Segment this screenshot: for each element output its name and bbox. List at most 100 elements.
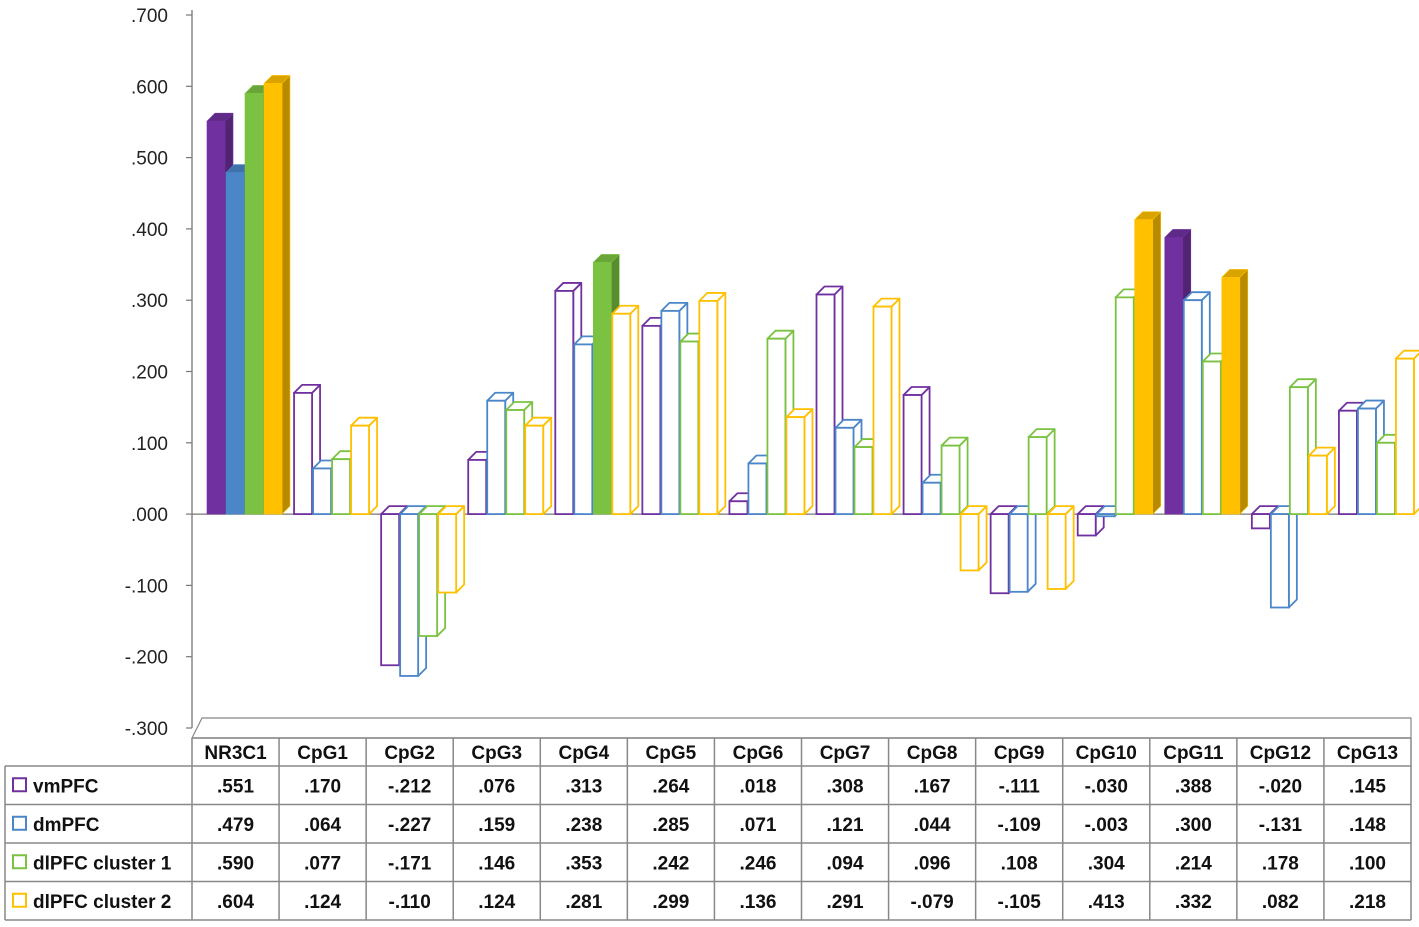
- bar-front: [872, 305, 893, 516]
- data-label: .413: [1088, 892, 1125, 913]
- bar-front: [486, 399, 507, 515]
- legend-label: dlPFC cluster 2: [33, 892, 171, 913]
- bar-front: [1201, 360, 1222, 516]
- bar-front: [747, 462, 768, 515]
- category-label: CpG4: [558, 743, 609, 764]
- bar-front: [1008, 513, 1029, 593]
- category-label: CpG8: [907, 743, 958, 764]
- y-tick-label: .500: [131, 149, 168, 170]
- data-label: -.079: [910, 892, 953, 913]
- bar-front: [1376, 441, 1396, 515]
- bar: [350, 416, 378, 515]
- bar-front: [853, 446, 874, 516]
- category-label: CpG12: [1250, 743, 1311, 764]
- data-label: -.212: [388, 776, 431, 797]
- y-tick-label: -.100: [125, 576, 168, 597]
- legend-swatch: [12, 854, 27, 870]
- bar-front: [293, 391, 313, 516]
- data-label: .077: [304, 853, 341, 874]
- data-label: .285: [652, 815, 689, 836]
- y-tick-label: .400: [131, 220, 168, 241]
- bar: [263, 75, 291, 515]
- bar-front: [611, 312, 632, 516]
- bar: [524, 416, 553, 515]
- bar-front: [679, 340, 700, 515]
- data-label: .094: [827, 853, 864, 874]
- bar-front: [244, 93, 264, 515]
- y-tick-label: .600: [131, 77, 168, 98]
- bar-front: [766, 337, 787, 515]
- bar-side: [716, 292, 727, 515]
- data-label: .353: [565, 853, 602, 874]
- bar-front: [206, 120, 226, 515]
- data-label: .238: [565, 815, 602, 836]
- bar-front: [1395, 357, 1415, 515]
- legend-label: dmPFC: [33, 815, 100, 836]
- bar-front: [641, 324, 662, 516]
- y-tick-label: -.300: [125, 719, 168, 740]
- category-label: CpG7: [820, 743, 871, 764]
- bar-front: [1269, 513, 1290, 609]
- bar: [1008, 505, 1037, 593]
- bar-front: [505, 409, 526, 516]
- data-label: .071: [739, 815, 776, 836]
- data-label: -.171: [388, 853, 432, 874]
- bar-front: [940, 444, 961, 516]
- bar-side: [1045, 428, 1056, 515]
- data-label: -.110: [389, 892, 431, 913]
- data-label: .214: [1175, 853, 1212, 874]
- data-label: -.020: [1259, 776, 1302, 797]
- data-label: .076: [478, 776, 515, 797]
- bar-side: [1287, 505, 1298, 609]
- bar-side: [629, 304, 640, 515]
- bar: [1307, 446, 1336, 516]
- category-label: NR3C1: [204, 743, 267, 764]
- bar-front: [1095, 513, 1116, 518]
- bar: [1046, 505, 1075, 590]
- legend-swatch: [12, 777, 27, 793]
- bar-front: [524, 424, 545, 515]
- data-label: .246: [739, 853, 776, 874]
- bar-front: [263, 83, 283, 515]
- category-label: CpG1: [297, 743, 348, 764]
- bar-side: [455, 505, 466, 594]
- category-label: CpG10: [1076, 743, 1137, 764]
- floor-edge: [191, 717, 1412, 739]
- data-label: .291: [827, 892, 864, 913]
- data-label: .299: [652, 892, 689, 913]
- bar-front: [573, 343, 594, 516]
- data-label: .300: [1175, 815, 1212, 836]
- data-label: -.030: [1085, 776, 1128, 797]
- data-label: .551: [217, 776, 254, 797]
- y-tick-label: .200: [131, 363, 168, 384]
- data-label: .044: [914, 815, 951, 836]
- bar-front: [959, 513, 980, 572]
- bar-front: [1221, 277, 1241, 515]
- bar-side: [958, 436, 969, 515]
- bar-side: [542, 416, 553, 515]
- bar-front: [902, 394, 923, 515]
- data-label: .479: [217, 815, 254, 836]
- bar-front: [312, 467, 332, 515]
- data-label: .170: [304, 776, 341, 797]
- data-label: .308: [827, 776, 864, 797]
- y-tick-label: .300: [131, 291, 168, 312]
- data-label: .167: [914, 776, 951, 797]
- data-label: .590: [217, 853, 254, 874]
- data-label: .388: [1175, 776, 1212, 797]
- data-label: .313: [565, 776, 602, 797]
- bar-front: [660, 309, 681, 515]
- bar: [698, 292, 727, 515]
- data-label: .018: [739, 776, 776, 797]
- bar-front: [1288, 386, 1309, 516]
- bar-front: [1357, 407, 1377, 515]
- bar-front: [921, 481, 942, 515]
- data-label: .304: [1088, 853, 1125, 874]
- bar-front: [1182, 299, 1203, 516]
- data-label: .148: [1349, 815, 1386, 836]
- data-label: -.131: [1259, 815, 1303, 836]
- bar-front: [989, 513, 1010, 595]
- data-label: .082: [1262, 892, 1299, 913]
- bar-front: [1046, 513, 1067, 590]
